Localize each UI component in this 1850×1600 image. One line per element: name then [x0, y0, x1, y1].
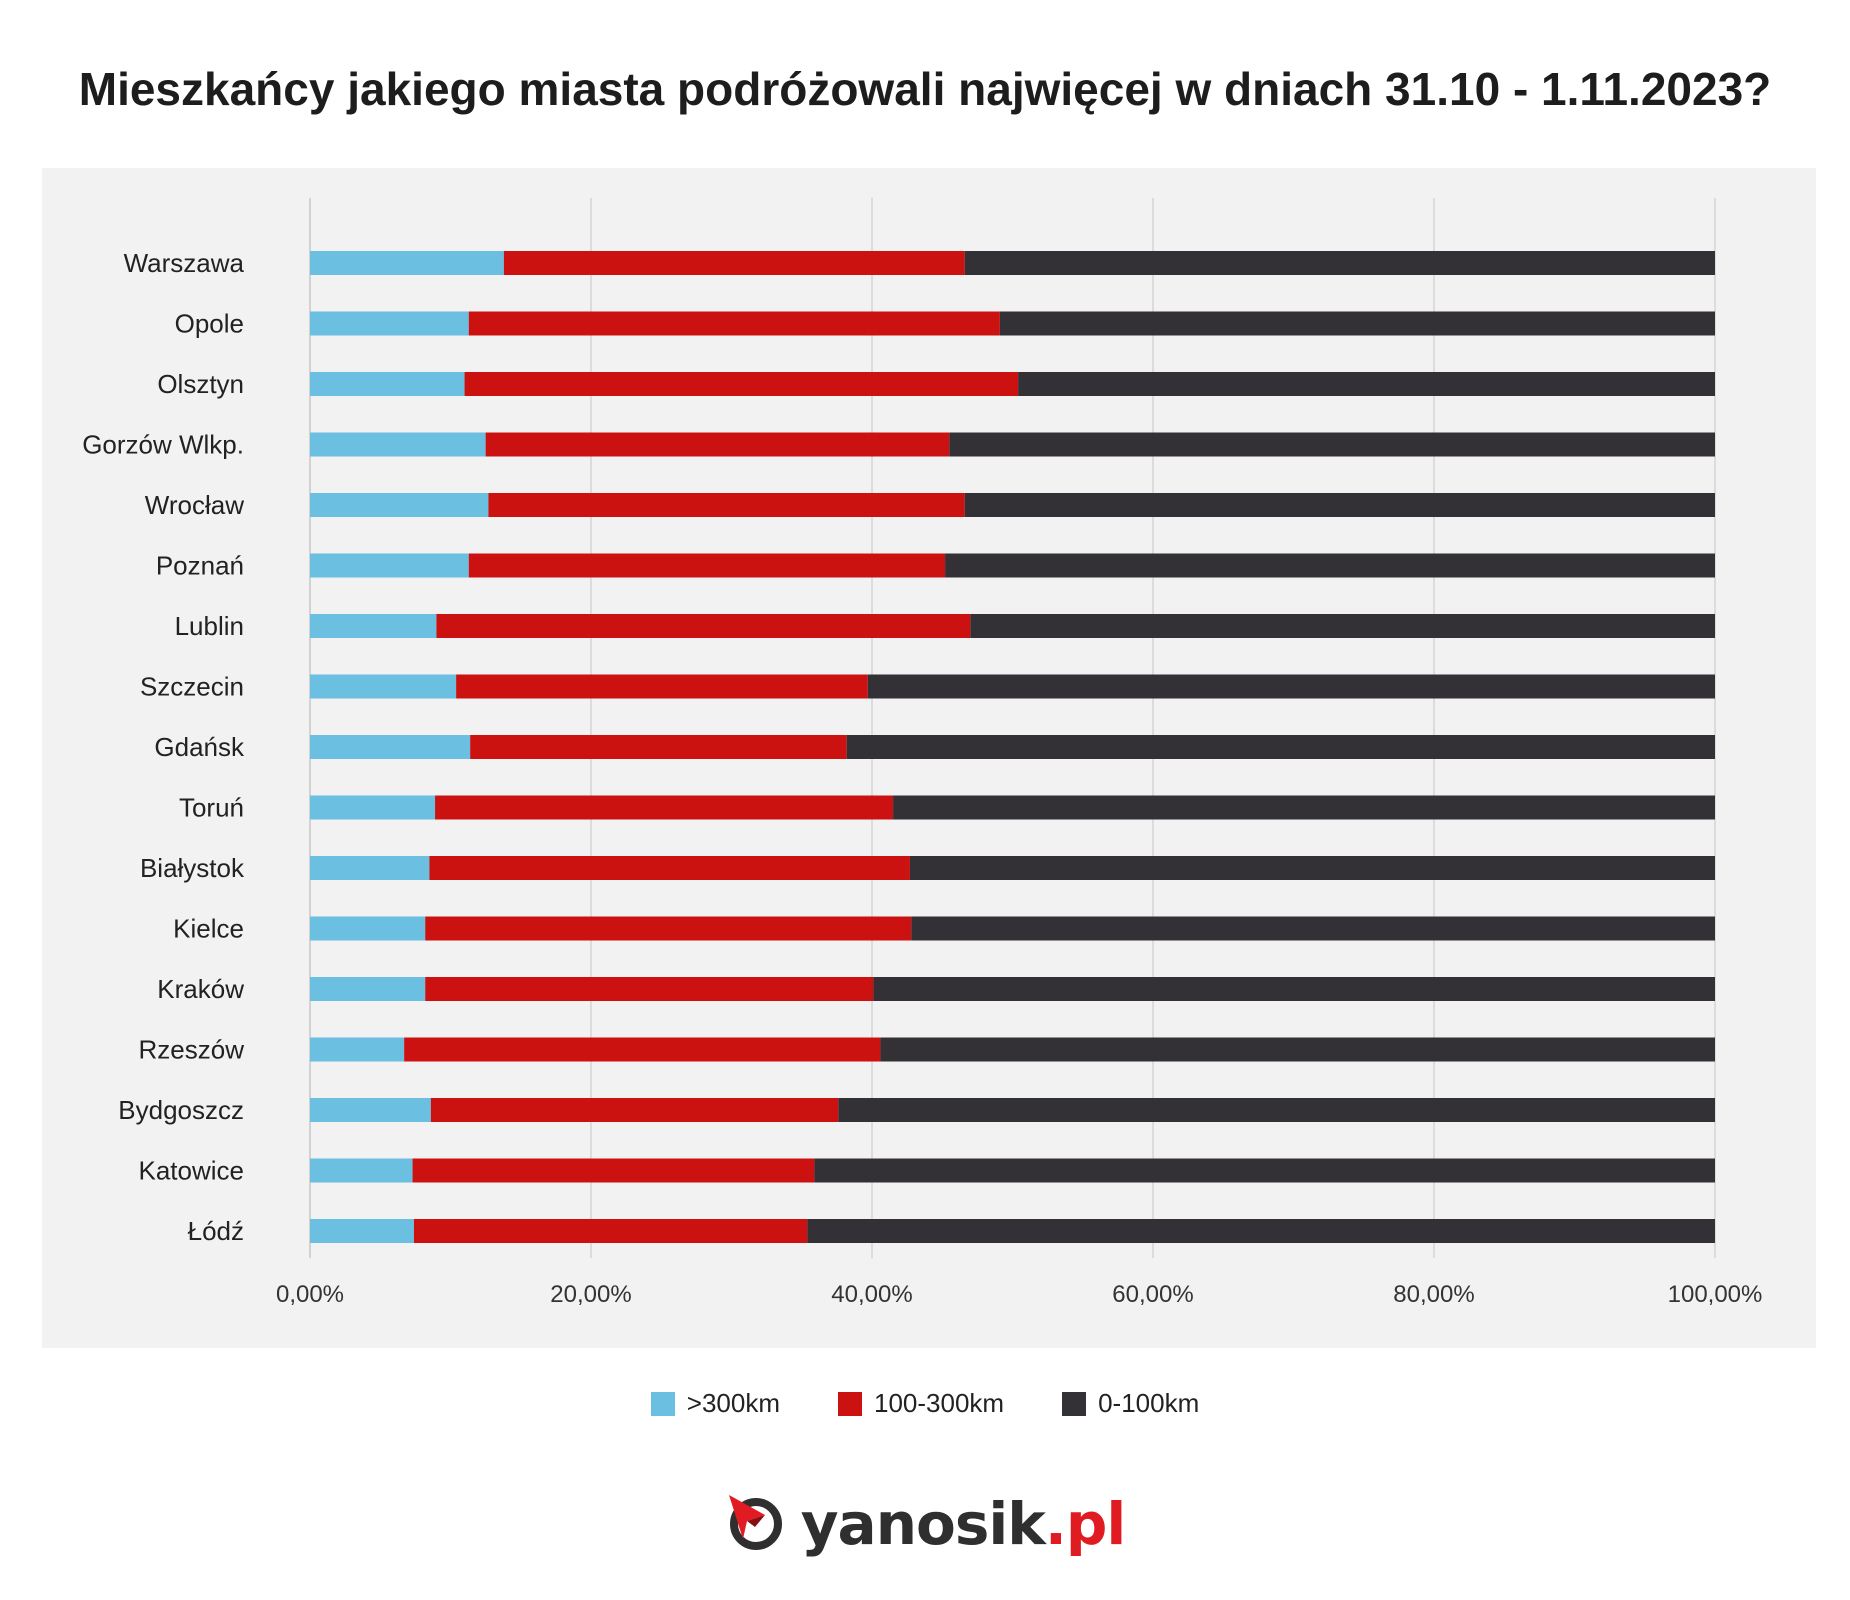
category-label: Toruń — [179, 793, 244, 823]
bar-segment — [503, 251, 965, 275]
bar-segment — [310, 493, 489, 517]
x-tick-label: 100,00% — [1668, 1281, 1763, 1308]
bar-segment — [430, 1098, 839, 1122]
category-label: Olsztyn — [157, 369, 244, 399]
bar-segment — [310, 553, 469, 578]
category-label: Rzeszów — [139, 1035, 245, 1065]
category-label: Kraków — [157, 974, 244, 1004]
bar-segment — [873, 977, 1715, 1001]
bar-segment — [310, 432, 486, 457]
chart-title: Mieszkańcy jakiego miasta podróżowali na… — [78, 63, 1772, 115]
bar-segment — [436, 614, 971, 638]
bar-segment — [310, 735, 471, 759]
bar-segment — [880, 1037, 1715, 1062]
bar-segment — [488, 493, 965, 517]
bar-segment — [911, 916, 1715, 941]
bar-segment — [310, 251, 504, 275]
legend-label-over300: >300km — [686, 1388, 780, 1418]
bar-segment — [425, 977, 874, 1001]
plot-panel: 0,00% 20,00% 40,00% 60,00% 80,00% 100,00% Wars… — [42, 168, 1816, 1348]
legend-label-near: 0-100km — [1098, 1388, 1200, 1418]
bar-segment — [425, 916, 912, 941]
x-tick-label: 60,00% — [1112, 1281, 1193, 1308]
bar-segment — [909, 856, 1715, 880]
category-label: Gdańsk — [154, 732, 245, 762]
category-label: Poznań — [156, 551, 244, 581]
bar-segment — [310, 1098, 431, 1122]
bar-segment — [310, 977, 426, 1001]
bar-segment — [964, 493, 1715, 517]
bar-segment — [310, 856, 430, 880]
bar-segment — [435, 795, 894, 820]
bar-segment — [413, 1219, 808, 1243]
bar-segment — [310, 795, 436, 820]
bar-segment — [412, 1158, 815, 1183]
category-label: Katowice — [139, 1156, 245, 1186]
legend-swatch-over300 — [650, 1391, 675, 1416]
legend-item-near: 0-100km — [1062, 1388, 1199, 1419]
bar-segment — [468, 311, 1000, 336]
brand-logo: yanosik.pl — [0, 1490, 1850, 1558]
legend-swatch-near — [1062, 1391, 1087, 1416]
bar-segment — [970, 614, 1715, 638]
bar-segment — [310, 1219, 414, 1243]
bar-segment — [999, 311, 1715, 336]
bar-segment — [867, 674, 1715, 699]
brand-tld: .pl — [1044, 1490, 1126, 1558]
category-label: Lublin — [175, 611, 244, 641]
x-tick-label: 20,00% — [550, 1281, 631, 1308]
bar-segment — [964, 251, 1715, 275]
bar-segment — [893, 795, 1715, 820]
brand-name: yanosik — [800, 1490, 1046, 1558]
yanosik-logo-icon — [725, 1491, 787, 1558]
bar-segment — [310, 674, 457, 699]
bar-segment — [949, 432, 1715, 457]
bar-segment — [814, 1158, 1715, 1183]
x-tick-label: 80,00% — [1393, 1281, 1474, 1308]
category-label: Opole — [175, 309, 244, 339]
bar-segment — [310, 614, 437, 638]
bar-segment — [310, 1158, 413, 1183]
bar-segment — [404, 1037, 881, 1062]
bar-segment — [464, 372, 1019, 396]
legend-item-mid: 100-300km — [838, 1388, 1004, 1419]
legend-swatch-mid — [838, 1391, 862, 1416]
bar-segment — [310, 372, 465, 396]
bar-segment — [807, 1219, 1715, 1243]
category-label: Wrocław — [145, 490, 244, 520]
brand-wordmark: yanosik.pl — [800, 1490, 1127, 1558]
category-label: Szczecin — [140, 672, 244, 702]
category-label: Białystok — [140, 853, 245, 883]
bar-segment — [945, 553, 1715, 578]
x-tick-label: 0,00% — [276, 1281, 344, 1308]
bar-segment — [1018, 372, 1715, 396]
bar-segment — [485, 432, 950, 457]
bar-segment — [846, 735, 1715, 759]
bar-segment — [310, 1037, 405, 1062]
bar-segment — [310, 311, 469, 336]
bar-segment — [470, 735, 847, 759]
legend-label-mid: 100-300km — [874, 1388, 1005, 1418]
category-label: Kielce — [173, 914, 244, 944]
legend-item-over300: >300km — [650, 1388, 780, 1419]
chart-svg: 0,00% 20,00% 40,00% 60,00% 80,00% 100,00% Wars… — [82, 198, 1763, 1308]
x-tick-label: 40,00% — [831, 1281, 912, 1308]
bar-segment — [456, 674, 868, 699]
category-label: Łódź — [188, 1216, 244, 1246]
category-label: Bydgoszcz — [118, 1095, 244, 1125]
legend: >300km 100-300km 0-100km — [0, 1388, 1850, 1419]
bar-segment — [310, 916, 426, 941]
bar-segment — [838, 1098, 1715, 1122]
bar-segment — [429, 856, 910, 880]
bar-segment — [468, 553, 946, 578]
category-label: Gorzów Wlkp. — [82, 430, 244, 460]
category-label: Warszawa — [124, 248, 245, 278]
